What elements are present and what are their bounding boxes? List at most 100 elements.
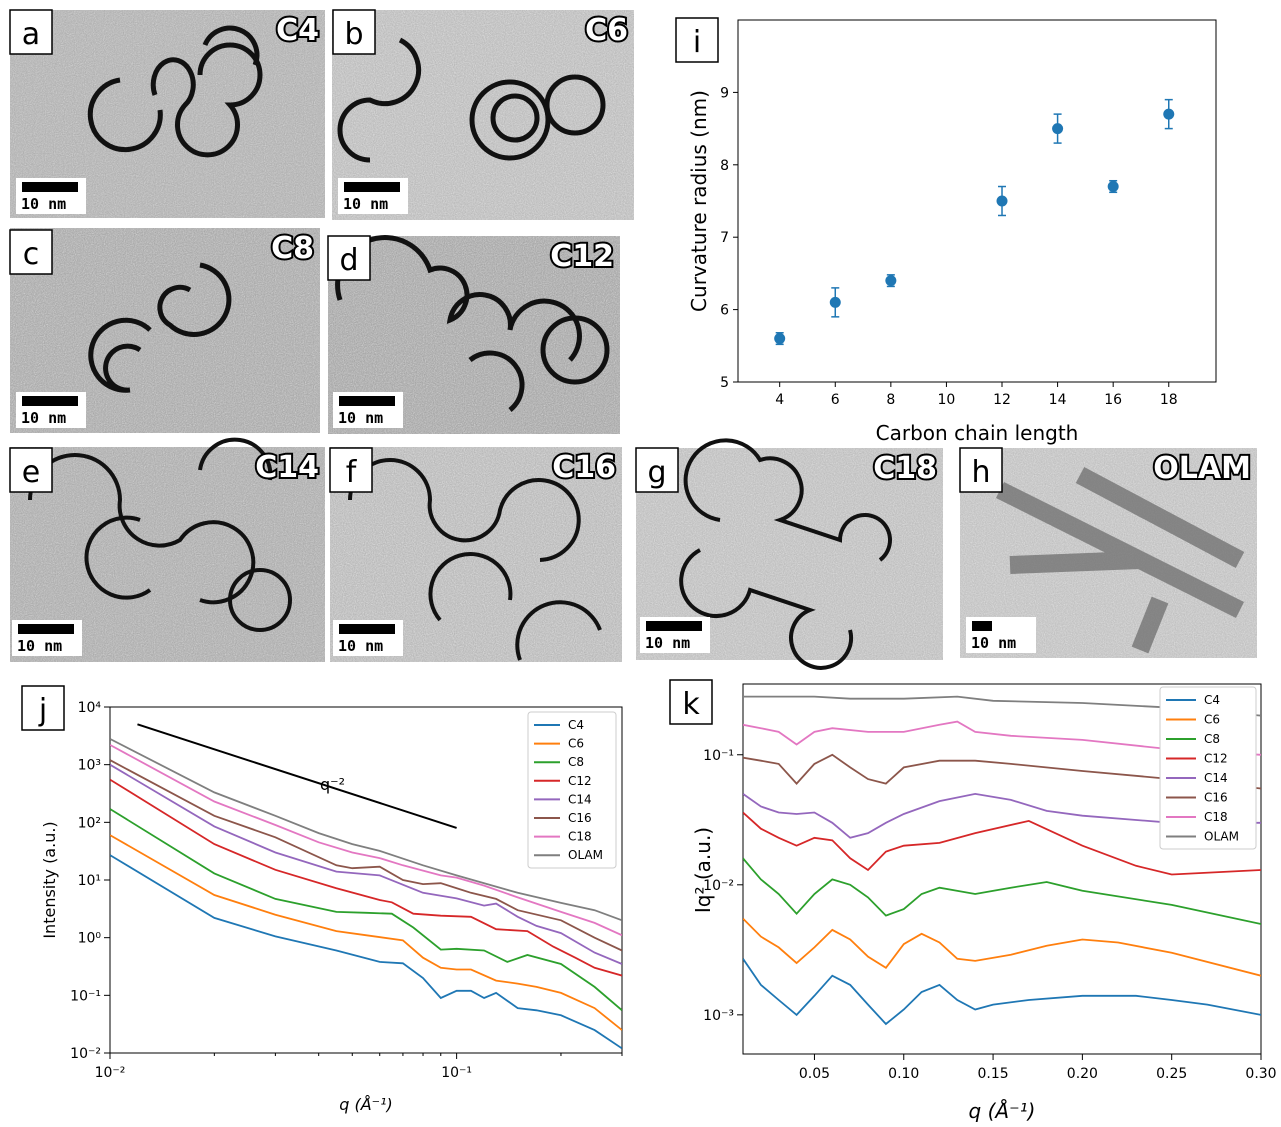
panel-letter-i: i (693, 25, 701, 60)
data-point (996, 195, 1008, 207)
ticks-i: 4 6 8 10 12 14 16 18 5 6 7 8 9 (720, 85, 1178, 408)
panel-tag: C4 (276, 13, 319, 48)
panel-tag: OLAM (1153, 451, 1251, 486)
x-tick-label: 10⁻² (95, 1065, 126, 1081)
legend-label: C12 (1204, 752, 1228, 766)
x-tick-label: 0.25 (1156, 1066, 1187, 1082)
tem-overlay-h: h OLAM 10 nm (959, 447, 1253, 653)
series-line-c6 (110, 834, 622, 1031)
legend-label: OLAM (568, 848, 603, 862)
panel-tag: C8 (271, 231, 314, 266)
legend-j: C4 C6 C8 C12 C14 C16 C18 OLAM (527, 711, 617, 869)
y-tick-label: 7 (720, 230, 729, 246)
tem-panel-c (10, 228, 320, 433)
nanoribbon-curves (88, 262, 232, 393)
nanoribbon-curves (87, 25, 263, 158)
panel-letter-box (329, 447, 373, 493)
y-axis-title-k: Iq² (a.u.) (691, 827, 715, 913)
x-tick-label: 18 (1160, 392, 1178, 408)
y-tick-label: 10⁻² (70, 1046, 101, 1062)
panel-tag: C16 (552, 450, 616, 485)
legend-label: C18 (1204, 810, 1228, 824)
x-tick-label: 14 (1049, 392, 1067, 408)
panel-letter-box (959, 447, 1003, 493)
y-tick-label: 10⁰ (78, 931, 102, 947)
tem-overlay-a: a C4 10 nm (9, 9, 321, 214)
series-line-c14 (110, 763, 622, 965)
legend-label: C14 (568, 792, 592, 806)
series-line-c8 (110, 808, 622, 1011)
ticks-j: 10⁻² 10⁻¹ 10⁻² 10⁻¹ 10⁰ 10¹ 10² 10³ 10⁴ (70, 700, 623, 1081)
scale-bar (646, 621, 702, 631)
panel-letter-box (9, 229, 53, 275)
panel-j: 10⁻² 10⁻¹ 10⁻² 10⁻¹ 10⁰ 10¹ 10² 10³ 10⁴ C4 C6 C8 C1… (21, 685, 623, 1114)
y-tick-label: 10² (78, 815, 101, 831)
panel-letter: h (971, 455, 990, 490)
scale-bar (18, 624, 74, 634)
panel-letter: g (647, 455, 666, 490)
series-line-c14 (743, 792, 1261, 839)
scale-bar (972, 621, 992, 631)
panel-letter-box (9, 447, 53, 493)
x-tick-label: 0.05 (799, 1066, 830, 1082)
legend-label: C4 (568, 718, 584, 732)
x-tick-label: 8 (886, 392, 895, 408)
x-tick-label: 10 (938, 392, 956, 408)
scale-bar (339, 396, 395, 406)
series-line-c16 (743, 753, 1261, 790)
x-tick-label: 0.30 (1245, 1066, 1276, 1082)
series-lines-k (743, 695, 1261, 1026)
legend-box (527, 711, 617, 869)
panel-letter: e (22, 455, 40, 490)
series-line-olam (743, 695, 1261, 717)
panel-letter-j: j (38, 693, 47, 728)
series-line-c12 (110, 778, 622, 977)
y-tick-label: 8 (720, 158, 729, 174)
data-point (1107, 181, 1119, 193)
panel-i: 4 6 8 10 12 14 16 18 5 6 7 8 9 Carbon chain length C… (675, 17, 1217, 445)
tem-overlay-g: g C18 10 nm (635, 447, 939, 653)
scale-bar-label: 10 nm (645, 634, 690, 652)
tem-overlay-f: f C16 10 nm (329, 447, 618, 656)
y-tick-label: 10¹ (78, 873, 101, 889)
scatter-marks-i (774, 98, 1175, 346)
y-tick-label: 10⁻¹ (70, 988, 101, 1004)
axes-frame-i (737, 19, 1217, 383)
scale-bar (22, 182, 78, 192)
legend-box (1159, 686, 1257, 850)
slope-annotation: q⁻² (320, 775, 345, 794)
y-tick-label: 5 (720, 375, 729, 391)
panel-letter-box-i (675, 17, 719, 63)
y-tick-label: 10³ (78, 758, 101, 774)
scale-bar (344, 182, 400, 192)
slope-guide-line (137, 723, 457, 829)
panel-tag: C6 (585, 13, 628, 48)
x-tick-label: 12 (993, 392, 1011, 408)
legend-label: C6 (568, 737, 584, 751)
y-tick-label: 9 (720, 85, 729, 101)
legend-label: C8 (1204, 732, 1220, 746)
scale-bar-label: 10 nm (21, 195, 66, 213)
y-tick-label: 10⁻² (703, 878, 734, 894)
series-line-c12 (743, 811, 1261, 876)
nanoribbon-curves (335, 235, 610, 412)
series-line-c8 (743, 857, 1261, 925)
legend-label: C14 (1204, 771, 1228, 785)
panel-letter-box (9, 9, 53, 55)
scale-bar (22, 396, 78, 406)
x-tick-label: 4 (775, 392, 784, 408)
data-point (1163, 108, 1175, 120)
legend-label: OLAM (1204, 830, 1239, 844)
x-tick-label: 0.10 (888, 1066, 919, 1082)
panel-letter: a (22, 17, 40, 52)
series-line-c4 (743, 958, 1261, 1026)
tem-overlay-c: c C8 10 nm (9, 229, 316, 428)
nanoribbon-curves (679, 438, 892, 670)
scale-bar-label: 10 nm (971, 634, 1016, 652)
y-tick-label: 10⁴ (78, 700, 102, 716)
tem-panel-f (330, 447, 622, 662)
series-line-c18 (110, 744, 622, 937)
panel-letter-k: k (682, 687, 700, 722)
y-axis-title-i: Curvature radius (nm) (687, 90, 711, 312)
